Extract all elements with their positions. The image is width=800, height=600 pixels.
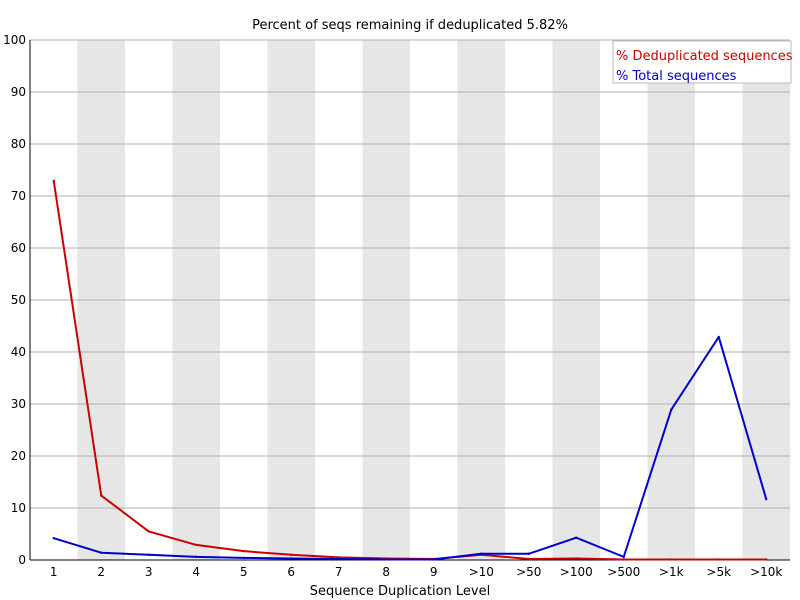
- y-tick-label: 40: [11, 345, 26, 359]
- series-line-1: [53, 335, 768, 561]
- data-point: [575, 557, 578, 560]
- x-tick-label: >10k: [750, 565, 782, 579]
- y-tick-label: 70: [11, 189, 26, 203]
- data-point: [765, 558, 768, 561]
- data-point: [622, 555, 625, 559]
- y-tick-label: 20: [11, 449, 26, 463]
- data-point: [765, 497, 768, 501]
- x-tick-label: 5: [240, 565, 248, 579]
- legend-entry-total: % Total sequences: [616, 69, 737, 84]
- legend-entry-deduplicated: % Deduplicated sequences: [616, 49, 793, 64]
- data-point: [195, 555, 198, 559]
- x-tick-label: 3: [145, 565, 153, 579]
- data-point: [195, 543, 198, 547]
- data-point: [100, 551, 103, 554]
- data-point: [242, 549, 245, 553]
- y-tick-label: 60: [11, 241, 26, 255]
- x-tick-label: 2: [97, 565, 105, 579]
- legend: % Deduplicated sequences % Total sequenc…: [612, 40, 793, 84]
- data-point: [290, 557, 293, 560]
- x-tick-label: >10: [469, 565, 494, 579]
- data-point: [100, 494, 103, 497]
- data-point: [717, 558, 720, 561]
- y-tick-labels: 0 10 20 30 40 50 60 70 80 90 100: [3, 33, 26, 567]
- data-point: [52, 536, 55, 540]
- data-point: [527, 557, 530, 561]
- x-tick-label: 1: [50, 565, 58, 579]
- y-tick-label: 30: [11, 397, 26, 411]
- x-tick-label: >50: [516, 565, 541, 579]
- data-point: [670, 558, 673, 561]
- data-point: [670, 408, 673, 411]
- data-point: [622, 558, 625, 561]
- x-tick-labels: 1 2 3 4 5 6 7 8 9 >10 >50 >100 >500 >1k >5k >10k: [50, 565, 783, 579]
- y-tick-label: 90: [11, 85, 26, 99]
- data-point: [52, 179, 55, 183]
- data-point: [290, 553, 293, 556]
- y-tick-label: 10: [11, 501, 26, 515]
- x-tick-label: >5k: [706, 565, 731, 579]
- x-tick-label: 6: [287, 565, 295, 579]
- series-lines: [52, 179, 768, 561]
- data-point: [242, 556, 245, 560]
- x-tick-label: 7: [335, 565, 343, 579]
- data-point: [717, 335, 720, 339]
- data-point: [432, 558, 435, 561]
- chart-title: Percent of seqs remaining if deduplicate…: [252, 18, 568, 33]
- data-point: [147, 553, 150, 556]
- x-tick-label: >1k: [659, 565, 684, 579]
- x-tick-label: >100: [560, 565, 593, 579]
- data-point: [147, 530, 150, 533]
- y-tick-label: 100: [3, 33, 26, 47]
- y-tick-label: 0: [18, 553, 26, 567]
- data-point: [480, 552, 483, 555]
- x-tick-label: >500: [607, 565, 640, 579]
- x-axis-label: Sequence Duplication Level: [310, 584, 490, 599]
- legend-box: [612, 40, 792, 84]
- data-point: [337, 557, 340, 561]
- y-tick-label: 50: [11, 293, 26, 307]
- data-point: [575, 536, 578, 539]
- x-tick-label: 9: [430, 565, 438, 579]
- x-tick-label: 8: [382, 565, 390, 579]
- x-tick-label: 4: [192, 565, 200, 579]
- data-point: [527, 552, 530, 555]
- data-point: [385, 558, 388, 561]
- y-tick-label: 80: [11, 137, 26, 151]
